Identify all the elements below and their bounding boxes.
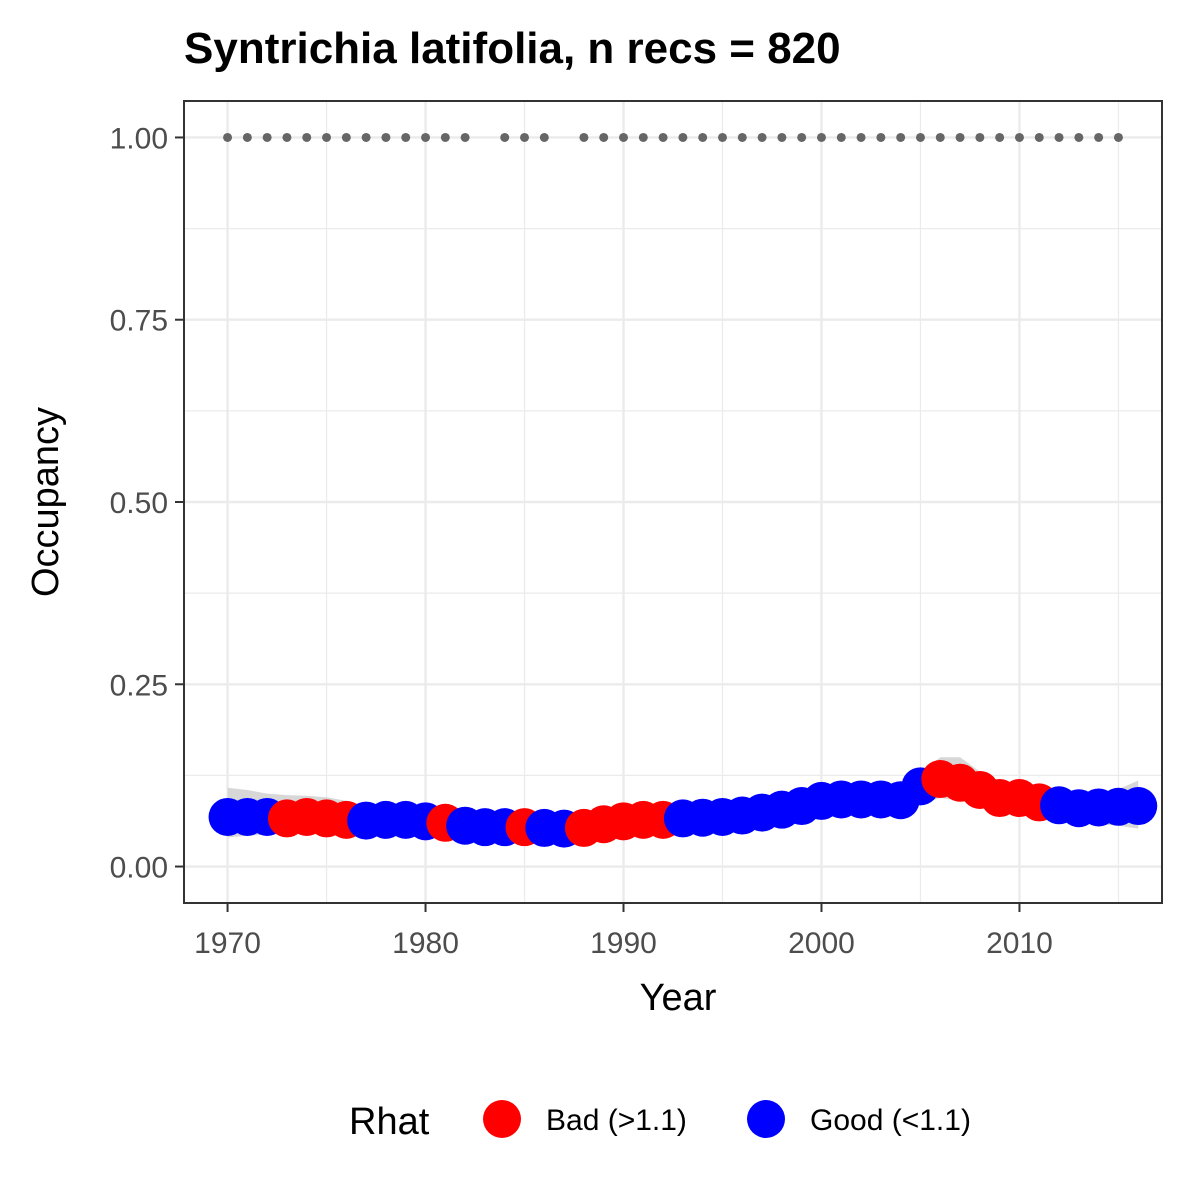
record-point (816, 132, 826, 142)
record-point (896, 132, 906, 142)
record-point (1094, 132, 1104, 142)
record-point (698, 132, 708, 142)
record-point (717, 132, 727, 142)
record-point (757, 132, 767, 142)
record-point (361, 132, 371, 142)
records-layer (223, 132, 1123, 142)
record-point (1074, 132, 1084, 142)
y-axis-title: Occupancy (25, 407, 67, 597)
y-axis: 0.00 0.25 0.50 0.75 1.00 (110, 122, 184, 885)
y-tick-label: 0.00 (110, 852, 168, 885)
record-point (638, 132, 648, 142)
record-point (678, 132, 688, 142)
occupancy-points-layer (208, 760, 1158, 848)
record-point (440, 132, 450, 142)
record-point (1034, 132, 1044, 142)
x-tick-label: 2010 (986, 927, 1053, 960)
occupancy-point (1119, 787, 1158, 826)
record-point (995, 132, 1005, 142)
record-point (579, 132, 589, 142)
record-point (302, 132, 312, 142)
record-point (975, 132, 985, 142)
record-point (658, 132, 668, 142)
grid-major (184, 101, 1162, 903)
record-point (520, 132, 530, 142)
record-point (955, 132, 965, 142)
record-point (1054, 132, 1064, 142)
x-tick-label: 2000 (788, 927, 855, 960)
record-point (401, 132, 411, 142)
record-point (460, 132, 470, 142)
record-point (876, 132, 886, 142)
legend-key-good (747, 1100, 785, 1138)
record-point (381, 132, 391, 142)
record-point (500, 132, 510, 142)
record-point (856, 132, 866, 142)
record-point (1113, 132, 1123, 142)
legend-title: Rhat (349, 1101, 430, 1143)
legend-label-bad: Bad (>1.1) (546, 1104, 687, 1137)
x-tick-label: 1990 (590, 927, 657, 960)
x-tick-label: 1980 (392, 927, 459, 960)
y-tick-label: 0.25 (110, 669, 168, 702)
x-tick-label: 1970 (194, 927, 261, 960)
chart-title: Syntrichia latifolia, n recs = 820 (184, 24, 841, 73)
legend-key-bad (483, 1100, 521, 1138)
record-point (797, 132, 807, 142)
y-tick-label: 0.75 (110, 305, 168, 338)
record-point (262, 132, 272, 142)
record-point (915, 132, 925, 142)
legend-label-good: Good (<1.1) (810, 1104, 971, 1137)
record-point (777, 132, 787, 142)
record-point (223, 132, 233, 142)
record-point (539, 132, 549, 142)
x-axis-title: Year (640, 977, 717, 1019)
record-point (599, 132, 609, 142)
record-point (935, 132, 945, 142)
record-point (421, 132, 431, 142)
record-point (282, 132, 292, 142)
record-point (242, 132, 252, 142)
y-tick-label: 1.00 (110, 122, 168, 155)
legend: Rhat Bad (>1.1) Good (<1.1) (349, 1100, 971, 1143)
record-point (341, 132, 351, 142)
record-point (737, 132, 747, 142)
record-point (322, 132, 332, 142)
record-point (1014, 132, 1024, 142)
x-axis: 1970 1980 1990 2000 2010 (194, 903, 1053, 960)
record-point (836, 132, 846, 142)
y-tick-label: 0.50 (110, 487, 168, 520)
record-point (619, 132, 629, 142)
